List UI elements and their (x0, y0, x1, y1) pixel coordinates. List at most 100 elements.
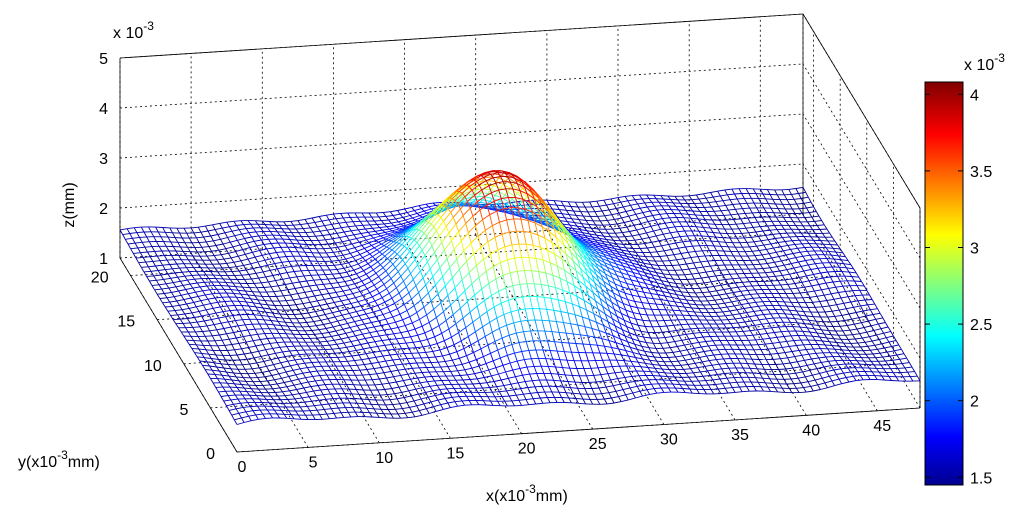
mesh-segment (403, 273, 411, 282)
mesh-segment (584, 235, 593, 238)
mesh-segment (788, 225, 792, 230)
mesh-segment (407, 259, 416, 269)
mesh-segment (413, 299, 422, 307)
mesh-segment (694, 277, 702, 280)
mesh-segment (153, 275, 157, 281)
mesh-segment (172, 246, 177, 252)
mesh-segment (303, 240, 308, 245)
mesh-segment (494, 203, 498, 207)
mesh-segment (691, 273, 695, 280)
mesh-segment (619, 280, 627, 284)
mesh-segment (374, 258, 379, 263)
mesh-segment (209, 330, 213, 337)
mesh-segment (157, 231, 162, 238)
mesh-segment (698, 230, 702, 237)
mesh-segment (669, 292, 677, 296)
mesh-segment (614, 219, 618, 225)
mesh-segment (348, 275, 353, 281)
mesh-segment (398, 231, 406, 237)
mesh-segment (325, 238, 333, 241)
mesh-segment (624, 220, 632, 223)
mesh-segment (749, 294, 754, 299)
mesh-segment (752, 264, 757, 270)
mesh-segment (805, 229, 809, 234)
mesh-segment (666, 288, 670, 294)
mesh-segment (398, 286, 407, 294)
mesh-segment (768, 238, 776, 241)
mesh-segment (320, 318, 328, 321)
mesh-segment (795, 257, 799, 263)
mesh-segment (248, 274, 252, 280)
mesh-segment (354, 280, 362, 285)
mesh-segment (725, 279, 729, 285)
mesh-segment (395, 232, 403, 237)
mesh-segment (735, 223, 740, 230)
mesh-segment (318, 329, 323, 334)
mesh-segment (491, 189, 499, 194)
mesh-segment (240, 293, 248, 296)
mesh-segment (473, 175, 482, 181)
mesh-segment (211, 250, 215, 256)
mesh-segment (690, 217, 694, 223)
mesh-segment (382, 267, 387, 272)
mesh-segment (738, 188, 742, 194)
mesh-segment (338, 260, 342, 265)
mesh-segment (505, 177, 509, 182)
mesh-segment (753, 241, 757, 247)
mesh-segment (765, 235, 769, 240)
mesh-segment (268, 296, 273, 302)
mesh-segment (659, 214, 663, 219)
mesh-segment (577, 259, 586, 268)
mesh-segment (777, 241, 786, 244)
mesh-segment (325, 239, 329, 245)
mesh-segment (525, 216, 533, 221)
mesh-segment (596, 274, 600, 283)
mesh-segment (661, 205, 665, 210)
mesh-segment (386, 241, 395, 248)
mesh-segment (341, 314, 346, 320)
mesh-segment (607, 252, 616, 256)
mesh-segment (375, 229, 383, 232)
mesh-segment (258, 276, 266, 279)
mesh-segment (652, 213, 660, 216)
mesh-segment (335, 290, 344, 293)
mesh-segment (604, 273, 609, 281)
mesh-segment (638, 218, 642, 224)
mesh-segment (665, 221, 673, 224)
mesh-segment (404, 206, 412, 210)
mesh-segment (187, 278, 195, 281)
mesh-segment (191, 312, 195, 318)
mesh-segment (290, 294, 294, 301)
mesh-segment (407, 219, 416, 223)
mesh-segment (388, 235, 396, 241)
mesh-segment (406, 239, 415, 249)
mesh-segment (586, 230, 594, 233)
mesh-segment (377, 233, 381, 237)
mesh-segment (574, 201, 579, 208)
mesh-segment (382, 212, 387, 217)
mesh-segment (186, 301, 194, 305)
mesh-segment (277, 285, 282, 292)
mesh-segment (832, 280, 841, 283)
mesh-segment (423, 223, 432, 234)
mesh-segment (344, 317, 353, 320)
mesh-segment (465, 215, 474, 224)
mesh-segment (410, 264, 419, 274)
mesh-segment (226, 261, 234, 264)
mesh-segment (212, 308, 217, 314)
mesh-segment (649, 209, 658, 212)
mesh-segment (765, 272, 769, 278)
mesh-segment (552, 213, 561, 224)
mesh-segment (394, 298, 402, 304)
mesh-segment (762, 268, 766, 273)
mesh-segment (454, 192, 463, 201)
mesh-segment (198, 274, 203, 279)
mesh-segment (185, 327, 189, 333)
mesh-segment (806, 207, 810, 213)
mesh-segment (689, 206, 694, 212)
mesh-segment (736, 237, 741, 243)
mesh-segment (269, 231, 274, 236)
mesh-segment (511, 198, 520, 205)
mesh-segment (468, 186, 473, 191)
mesh-segment (606, 203, 614, 206)
